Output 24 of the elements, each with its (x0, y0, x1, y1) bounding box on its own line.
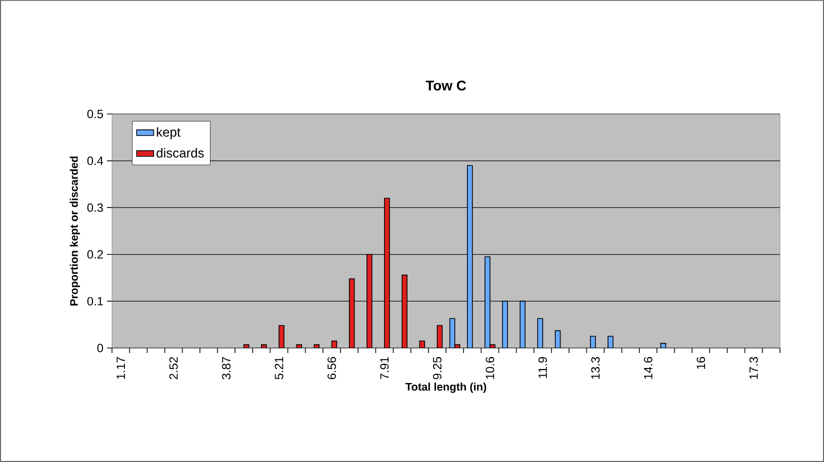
x-tick-label: 5.21 (274, 357, 284, 380)
x-tick-label: 1.17 (116, 357, 125, 379)
x-tick-label: 17.3 (749, 357, 758, 379)
legend-label: kept (156, 127, 180, 140)
x-tick-label: 13.3 (591, 357, 600, 379)
x-axis-title: Total length (in) (405, 382, 486, 393)
y-axis-title: Proportion kept or discarded (70, 156, 80, 306)
x-tick-label: 14.6 (644, 357, 652, 379)
x-tick-label: 3.87 (222, 357, 230, 380)
x-tick-label: 7.91 (380, 357, 389, 380)
y-tick-label: 0.4 (87, 156, 104, 166)
y-tick-label: 0 (97, 344, 104, 352)
y-tick-label: 0.3 (87, 203, 103, 212)
y-tick-label: 0.1 (87, 296, 103, 306)
x-tick-label: 6.56 (328, 357, 336, 380)
chart-title: Tow C (426, 80, 466, 90)
x-tick-label: 10.6 (486, 357, 494, 379)
y-tick-label: 0.2 (87, 250, 103, 259)
x-tick-label: 9.25 (432, 357, 442, 380)
x-tick-label: 2.52 (169, 357, 178, 380)
x-tick-label: 11.9 (538, 357, 547, 378)
x-tick-label: 16 (696, 357, 706, 369)
y-tick-label: 0.5 (87, 110, 103, 118)
legend-label: discards (156, 148, 204, 158)
